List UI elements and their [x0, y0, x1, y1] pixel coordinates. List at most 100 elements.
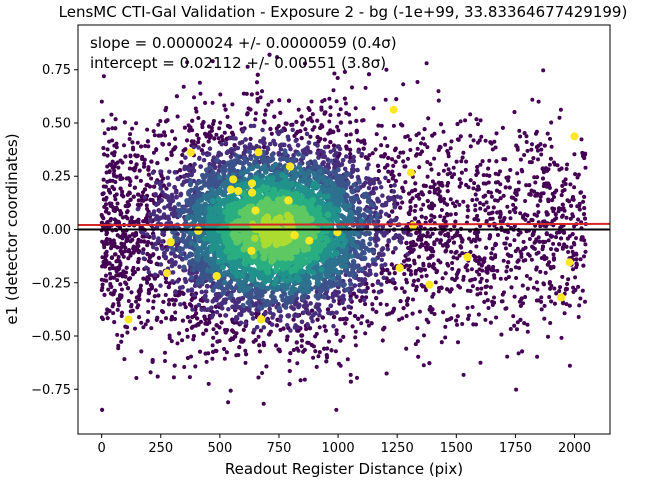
- data-point: [150, 198, 155, 203]
- data-point: [232, 146, 237, 152]
- data-point: [231, 159, 237, 165]
- data-point: [414, 230, 419, 236]
- data-point: [216, 186, 223, 193]
- data-point: [249, 294, 255, 300]
- data-point: [379, 143, 384, 148]
- data-point: [160, 142, 166, 147]
- data-point: [237, 140, 243, 146]
- data-point: [102, 292, 107, 297]
- data-point: [566, 277, 571, 282]
- data-point: [158, 169, 163, 174]
- data-point: [207, 234, 214, 241]
- data-point: [140, 234, 145, 239]
- data-point: [366, 162, 371, 167]
- data-point: [156, 122, 161, 127]
- data-point: [527, 253, 532, 258]
- data-point: [407, 263, 412, 269]
- data-point: [225, 114, 230, 119]
- data-point: [151, 305, 156, 310]
- data-point: [326, 131, 331, 136]
- data-point: [153, 216, 158, 222]
- data-point: [228, 388, 233, 393]
- data-point: [364, 230, 370, 236]
- data-point: [223, 313, 228, 318]
- data-point: [192, 194, 198, 200]
- data-point: [461, 199, 466, 204]
- data-point: [493, 241, 498, 247]
- data-point: [161, 250, 167, 256]
- data-point: [294, 171, 301, 178]
- data-point: [317, 312, 322, 318]
- data-point: [410, 239, 416, 245]
- data-point: [99, 99, 104, 104]
- data-point: [561, 206, 566, 211]
- data-point: [294, 340, 299, 345]
- data-point: [411, 283, 416, 287]
- data-point: [316, 139, 321, 144]
- data-point: [538, 191, 544, 197]
- data-point: [166, 197, 172, 203]
- data-point: [152, 272, 158, 278]
- data-point: [318, 266, 325, 273]
- data-point: [151, 299, 156, 304]
- data-point: [513, 210, 518, 215]
- data-point: [404, 277, 409, 282]
- data-point: [476, 258, 481, 263]
- data-point: [525, 286, 530, 291]
- data-point: [444, 162, 449, 167]
- data-point: [342, 205, 349, 212]
- data-point: [448, 197, 453, 202]
- data-point: [212, 136, 217, 141]
- data-point: [434, 269, 439, 275]
- data-point: [549, 197, 555, 203]
- data-point: [468, 249, 473, 255]
- data-point: [392, 148, 398, 153]
- data-point: [518, 249, 523, 254]
- data-point: [165, 175, 171, 181]
- data-point: [315, 150, 321, 156]
- data-point: [419, 282, 424, 288]
- data-point: [370, 257, 376, 263]
- data-point: [115, 245, 120, 250]
- data-point: [495, 210, 500, 215]
- data-point: [513, 265, 519, 270]
- data-point: [472, 254, 477, 259]
- data-point: [339, 162, 345, 167]
- data-point: [429, 218, 434, 223]
- data-point: [248, 107, 253, 112]
- data-point: [158, 283, 163, 288]
- data-point: [243, 320, 248, 326]
- data-point: [220, 137, 225, 143]
- data-point: [503, 241, 508, 246]
- data-point: [347, 310, 353, 316]
- data-point: [118, 212, 123, 217]
- data-point: [122, 357, 127, 362]
- data-point: [476, 184, 481, 189]
- data-point: [455, 322, 459, 327]
- data-point: [560, 300, 566, 306]
- data-point: [317, 350, 322, 355]
- data-point: [351, 274, 357, 280]
- data-point: [445, 244, 450, 249]
- data-point: [288, 350, 293, 356]
- data-point: [539, 147, 544, 152]
- data-point: [254, 163, 261, 169]
- data-point: [538, 269, 543, 274]
- data-point: [315, 270, 322, 277]
- data-point: [183, 279, 189, 285]
- data-point: [468, 144, 473, 149]
- data-point: [499, 332, 504, 337]
- data-point: [186, 201, 192, 208]
- data-point: [471, 138, 476, 143]
- data-point: [559, 335, 564, 340]
- data-point: [143, 143, 148, 149]
- data-point: [162, 205, 167, 210]
- data-point: [123, 274, 128, 279]
- data-point: [328, 180, 335, 186]
- data-point: [358, 298, 363, 303]
- data-point: [343, 154, 349, 159]
- data-point: [514, 276, 519, 280]
- data-point: [541, 281, 546, 286]
- data-point: [412, 208, 417, 213]
- data-point: [352, 264, 358, 270]
